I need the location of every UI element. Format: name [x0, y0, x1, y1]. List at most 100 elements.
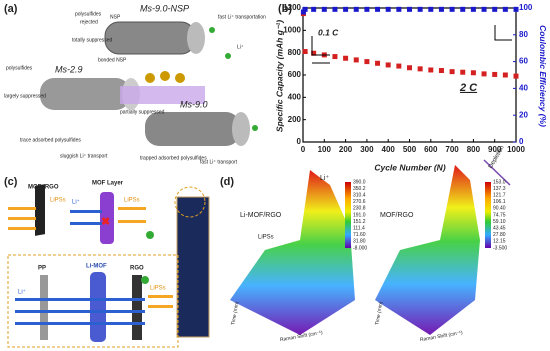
x-tick-label: 700 — [445, 145, 459, 154]
colorbar-label: 230.8 — [353, 206, 366, 212]
panel-c-art: ✖ — [7, 184, 210, 348]
marker — [470, 6, 476, 12]
marker — [343, 55, 349, 61]
marker — [407, 65, 412, 71]
panel-a-art — [40, 21, 258, 146]
arrow — [494, 25, 512, 41]
note: rejected — [80, 19, 98, 25]
marker — [364, 59, 370, 65]
note: NSP — [110, 14, 121, 20]
x-axis-label: Cycle Number (N) — [374, 162, 445, 172]
annotation: 0.1 C — [318, 27, 339, 37]
marker — [513, 6, 519, 12]
panel-label: (c) — [4, 176, 18, 188]
label: MOF Layer — [92, 181, 124, 187]
colorbar-label: 59.10 — [493, 219, 506, 225]
colorbar-label: 310.4 — [353, 193, 366, 199]
panel-b: (b) Cycle Number (N) Specific Capacity (… — [274, 3, 548, 172]
colorbar-label: -3.500 — [493, 245, 507, 251]
y-axis-label: Specific Capacity (mAh g⁻¹) — [274, 20, 284, 132]
label: Li-MOF — [86, 264, 107, 270]
x-tick-label: 200 — [339, 145, 353, 154]
colorbar-label: 111.4 — [353, 226, 365, 232]
marker — [332, 54, 338, 60]
marker — [385, 6, 391, 12]
marker — [300, 9, 306, 15]
marker — [375, 60, 381, 66]
colorbar-label: 27.80 — [493, 232, 506, 238]
x-tick-label: 500 — [403, 145, 417, 154]
title: Li-MOF/RGO — [240, 212, 282, 219]
marker — [449, 6, 455, 12]
x-tick-label: 1000 — [507, 145, 525, 154]
note: trapped adsorbed polysulfides — [140, 155, 207, 161]
colorbar-label: -8.000 — [353, 245, 367, 251]
note: bonded NSP — [98, 57, 127, 63]
note: largely suppressed — [4, 93, 46, 99]
marker — [438, 68, 444, 74]
marker — [385, 62, 391, 68]
panel-c-text: (c) MOF+RGO MOF Layer LiPSs Li⁺ LiPSs PP… — [4, 176, 166, 296]
note: trace adsorbed polysulfides — [20, 137, 81, 143]
axis-label: Time (min) — [374, 301, 384, 326]
note: polysulfides — [6, 65, 33, 71]
marker — [302, 49, 308, 55]
colorbar-label: 12.15 — [493, 239, 506, 245]
label: Li⁺ — [18, 289, 26, 296]
title: Ms-9.0 — [180, 99, 208, 109]
note: sluggish Li⁺ transport — [60, 153, 108, 159]
colorbar-label: 90.40 — [493, 206, 506, 212]
axis-label: Time (min) — [230, 301, 240, 326]
panel-d-art — [230, 159, 511, 335]
marker — [417, 6, 423, 12]
marker — [428, 67, 434, 73]
colorbar-label: 31.80 — [353, 239, 366, 245]
marker — [460, 6, 466, 12]
title: MOF/RGO — [380, 212, 414, 219]
colorbar-label: 350.2 — [353, 186, 366, 192]
y2-axis-label: Coulombic Efficiency (%) — [538, 25, 548, 127]
marker — [375, 6, 381, 12]
marker — [332, 6, 338, 12]
y2-tick-label: 60 — [519, 57, 528, 66]
y2-tick-label: 80 — [519, 30, 528, 39]
panel-label: (d) — [220, 176, 234, 188]
note: partially suppressed — [120, 109, 165, 115]
marker — [311, 6, 317, 12]
label: PP — [38, 266, 46, 272]
y-tick-label: 600 — [288, 70, 302, 79]
y-tick-label: 200 — [288, 115, 302, 124]
label: RGO — [130, 266, 144, 272]
y2-tick-label: 100 — [519, 3, 533, 12]
title: Ms-2.9 — [55, 64, 83, 74]
label: LiPSs — [124, 198, 140, 204]
colorbar-label: 137.3 — [493, 186, 506, 192]
note: fast Li⁺ transportation — [218, 14, 266, 20]
colorbar-label: 43.45 — [493, 226, 506, 232]
panel-label: (a) — [4, 3, 18, 15]
marker — [396, 63, 402, 69]
y-tick-label: 1000 — [283, 25, 301, 34]
marker — [417, 66, 423, 72]
marker — [449, 69, 455, 75]
note: Li⁺ — [320, 175, 329, 182]
colorbar-label: 71.60 — [353, 232, 366, 238]
marker — [428, 6, 434, 12]
x-tick-label: 400 — [382, 145, 396, 154]
y-tick-label: 0 — [297, 137, 302, 146]
colorbar-label: 121.7 — [493, 193, 506, 199]
label: MOF+RGO — [28, 185, 59, 191]
marker — [396, 6, 402, 12]
y-tick-label: 1200 — [283, 3, 301, 12]
annotation: 2 C — [459, 82, 478, 94]
panel-label: (b) — [278, 3, 292, 15]
marker — [302, 6, 308, 12]
marker — [502, 6, 508, 12]
arrow — [311, 36, 330, 56]
y2-tick-label: 20 — [519, 110, 528, 119]
colorbar-label: 151.2 — [353, 219, 366, 225]
marker — [353, 57, 359, 63]
colorbar-label: 106.1 — [493, 199, 506, 205]
marker — [481, 71, 487, 77]
y-tick-label: 400 — [288, 92, 302, 101]
